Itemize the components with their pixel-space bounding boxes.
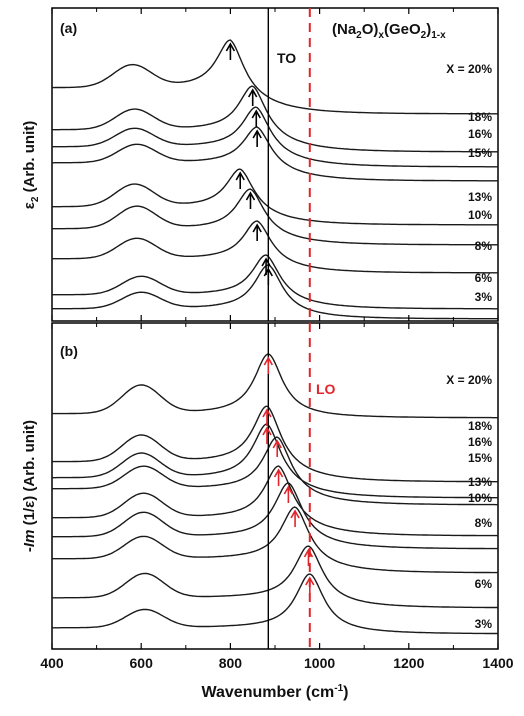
panel-a-series-line (52, 264, 498, 320)
formula-part-4: ) (426, 21, 431, 38)
panel-a-peak-arrow (235, 171, 245, 189)
panel-b-series-label: 15% (468, 451, 492, 465)
x-axis-ticks: 400 600 800 1000 1200 1400 (40, 8, 514, 671)
panel-b-curves (51, 353, 499, 635)
panel-a-peak-arrow (252, 129, 262, 147)
panel-a-series-line (52, 126, 498, 182)
panel-a-label: (a) (60, 20, 77, 36)
panel-b-series-label: 13% (468, 475, 492, 489)
panel-b-peak-arrow (262, 426, 272, 444)
formula-part-2: O) (362, 21, 379, 38)
y-title-a-rest: (Arb. unit) (21, 121, 38, 197)
panel-a-curves (51, 39, 498, 320)
panel-a-series-line (52, 220, 498, 274)
panel-b-series-label: 8% (475, 516, 493, 530)
y-title-b-prefix: - (21, 547, 38, 552)
panel-b-peak-arrow (305, 576, 315, 594)
panel-b-series-label: 16% (468, 435, 492, 449)
panel-a-series-label: 13% (468, 190, 492, 204)
panel-b-peak-arrow (290, 509, 300, 527)
panel-a-peak-arrow (225, 42, 236, 60)
to-label: TO (277, 50, 296, 66)
panel-a-peak-arrow (263, 267, 274, 285)
formula-sub-3: 2 (421, 30, 427, 41)
panel-b-series-line (52, 545, 498, 609)
panel-a-series-line (52, 188, 498, 246)
panel-a-series-line (52, 39, 498, 115)
panel-b-series-label: 3% (475, 617, 493, 631)
lo-label: LO (316, 381, 336, 397)
formula-sub-1: 2 (356, 30, 362, 41)
panel-a-series-line (52, 85, 498, 153)
panel-b-series-label: X = 20% (446, 373, 492, 387)
x-tick-label: 1000 (304, 655, 335, 671)
panel-b-series-line (52, 573, 498, 635)
panel-b-frame (51, 322, 499, 650)
panel-b-peak-arrow (272, 439, 282, 457)
y-title-b-im: Im (21, 530, 38, 548)
panel-a-peak-arrow (251, 109, 261, 127)
x-tick-label: 600 (130, 655, 154, 671)
y-axis-title-b: -Im (1/ε) (Arb. unit) (21, 420, 38, 552)
x-title-main: Wavenumber (cm (201, 684, 334, 701)
x-axis-title: Wavenumber (cm-1) (201, 683, 348, 701)
x-tick-label: 1400 (482, 655, 513, 671)
panel-b-peak-arrow (303, 548, 314, 566)
panel-b-peak-arrow (262, 408, 272, 426)
panel-b-series-line (52, 482, 498, 550)
panel-b-series-label: 18% (468, 419, 492, 433)
panel-b-peak-arrow (263, 356, 274, 374)
formula-sub-4: 1-x (431, 30, 446, 41)
panel-a-peak-arrow (252, 223, 262, 241)
panel-b-series-line (52, 506, 498, 574)
panel-b-series-line (52, 423, 498, 499)
panel-a-series-label: 15% (468, 146, 492, 160)
panel-a-series-label: 3% (475, 290, 493, 304)
panel-b-series-label: 10% (468, 491, 492, 505)
reference-lines (267, 8, 311, 649)
panel-b-label: (b) (60, 343, 78, 359)
panel-b-series-line (52, 353, 498, 419)
formula-part-1: (Na (332, 21, 357, 38)
panel-b-series-line (52, 436, 498, 506)
panel-a-series-label: X = 20% (446, 62, 492, 76)
x-tick-label: 1200 (393, 655, 424, 671)
panel-a-series-label: 18% (468, 110, 492, 124)
panel-a-series-line (51, 254, 498, 310)
panel-b-peak-arrow (283, 485, 294, 503)
x-title-close: ) (343, 684, 348, 701)
peak-arrows (225, 42, 315, 594)
panel-a-peak-arrow (248, 88, 258, 106)
y-title-a-symbol: ε (21, 202, 38, 209)
panel-b-peak-arrow (273, 468, 284, 486)
panel-b-series-line (52, 465, 499, 537)
panel-a-series-line (52, 106, 498, 168)
y-axis-title-a: ε2 (Arb. unit) (21, 121, 41, 210)
series-labels: X = 20% 18% 16% 15% 13% 10% 8% 6% 3% X = 20% 18% 16… (446, 62, 492, 631)
formula-part-3: (GeO (384, 21, 421, 38)
panel-b-series-label: 6% (475, 577, 493, 591)
panel-a-series-label: 16% (468, 127, 492, 141)
panel-a-series-label: 8% (475, 239, 493, 253)
y-title-a-sub: 2 (30, 196, 41, 202)
panel-b-series-line (51, 405, 498, 483)
x-tick-label: 400 (40, 655, 64, 671)
x-title-sup: -1 (334, 683, 343, 694)
x-tick-label: 800 (219, 655, 243, 671)
panel-a-series-line (52, 168, 498, 226)
panel-a-series-label: 10% (468, 208, 492, 222)
formula-sub-2: x (378, 30, 384, 41)
panel-a-peak-arrow (245, 191, 256, 209)
formula-title: (Na2O)x(GeO2)1-x (332, 21, 446, 41)
y-title-b-rest: (1/ε) (Arb. unit) (21, 420, 38, 530)
panel-a-series-label: 6% (475, 271, 493, 285)
